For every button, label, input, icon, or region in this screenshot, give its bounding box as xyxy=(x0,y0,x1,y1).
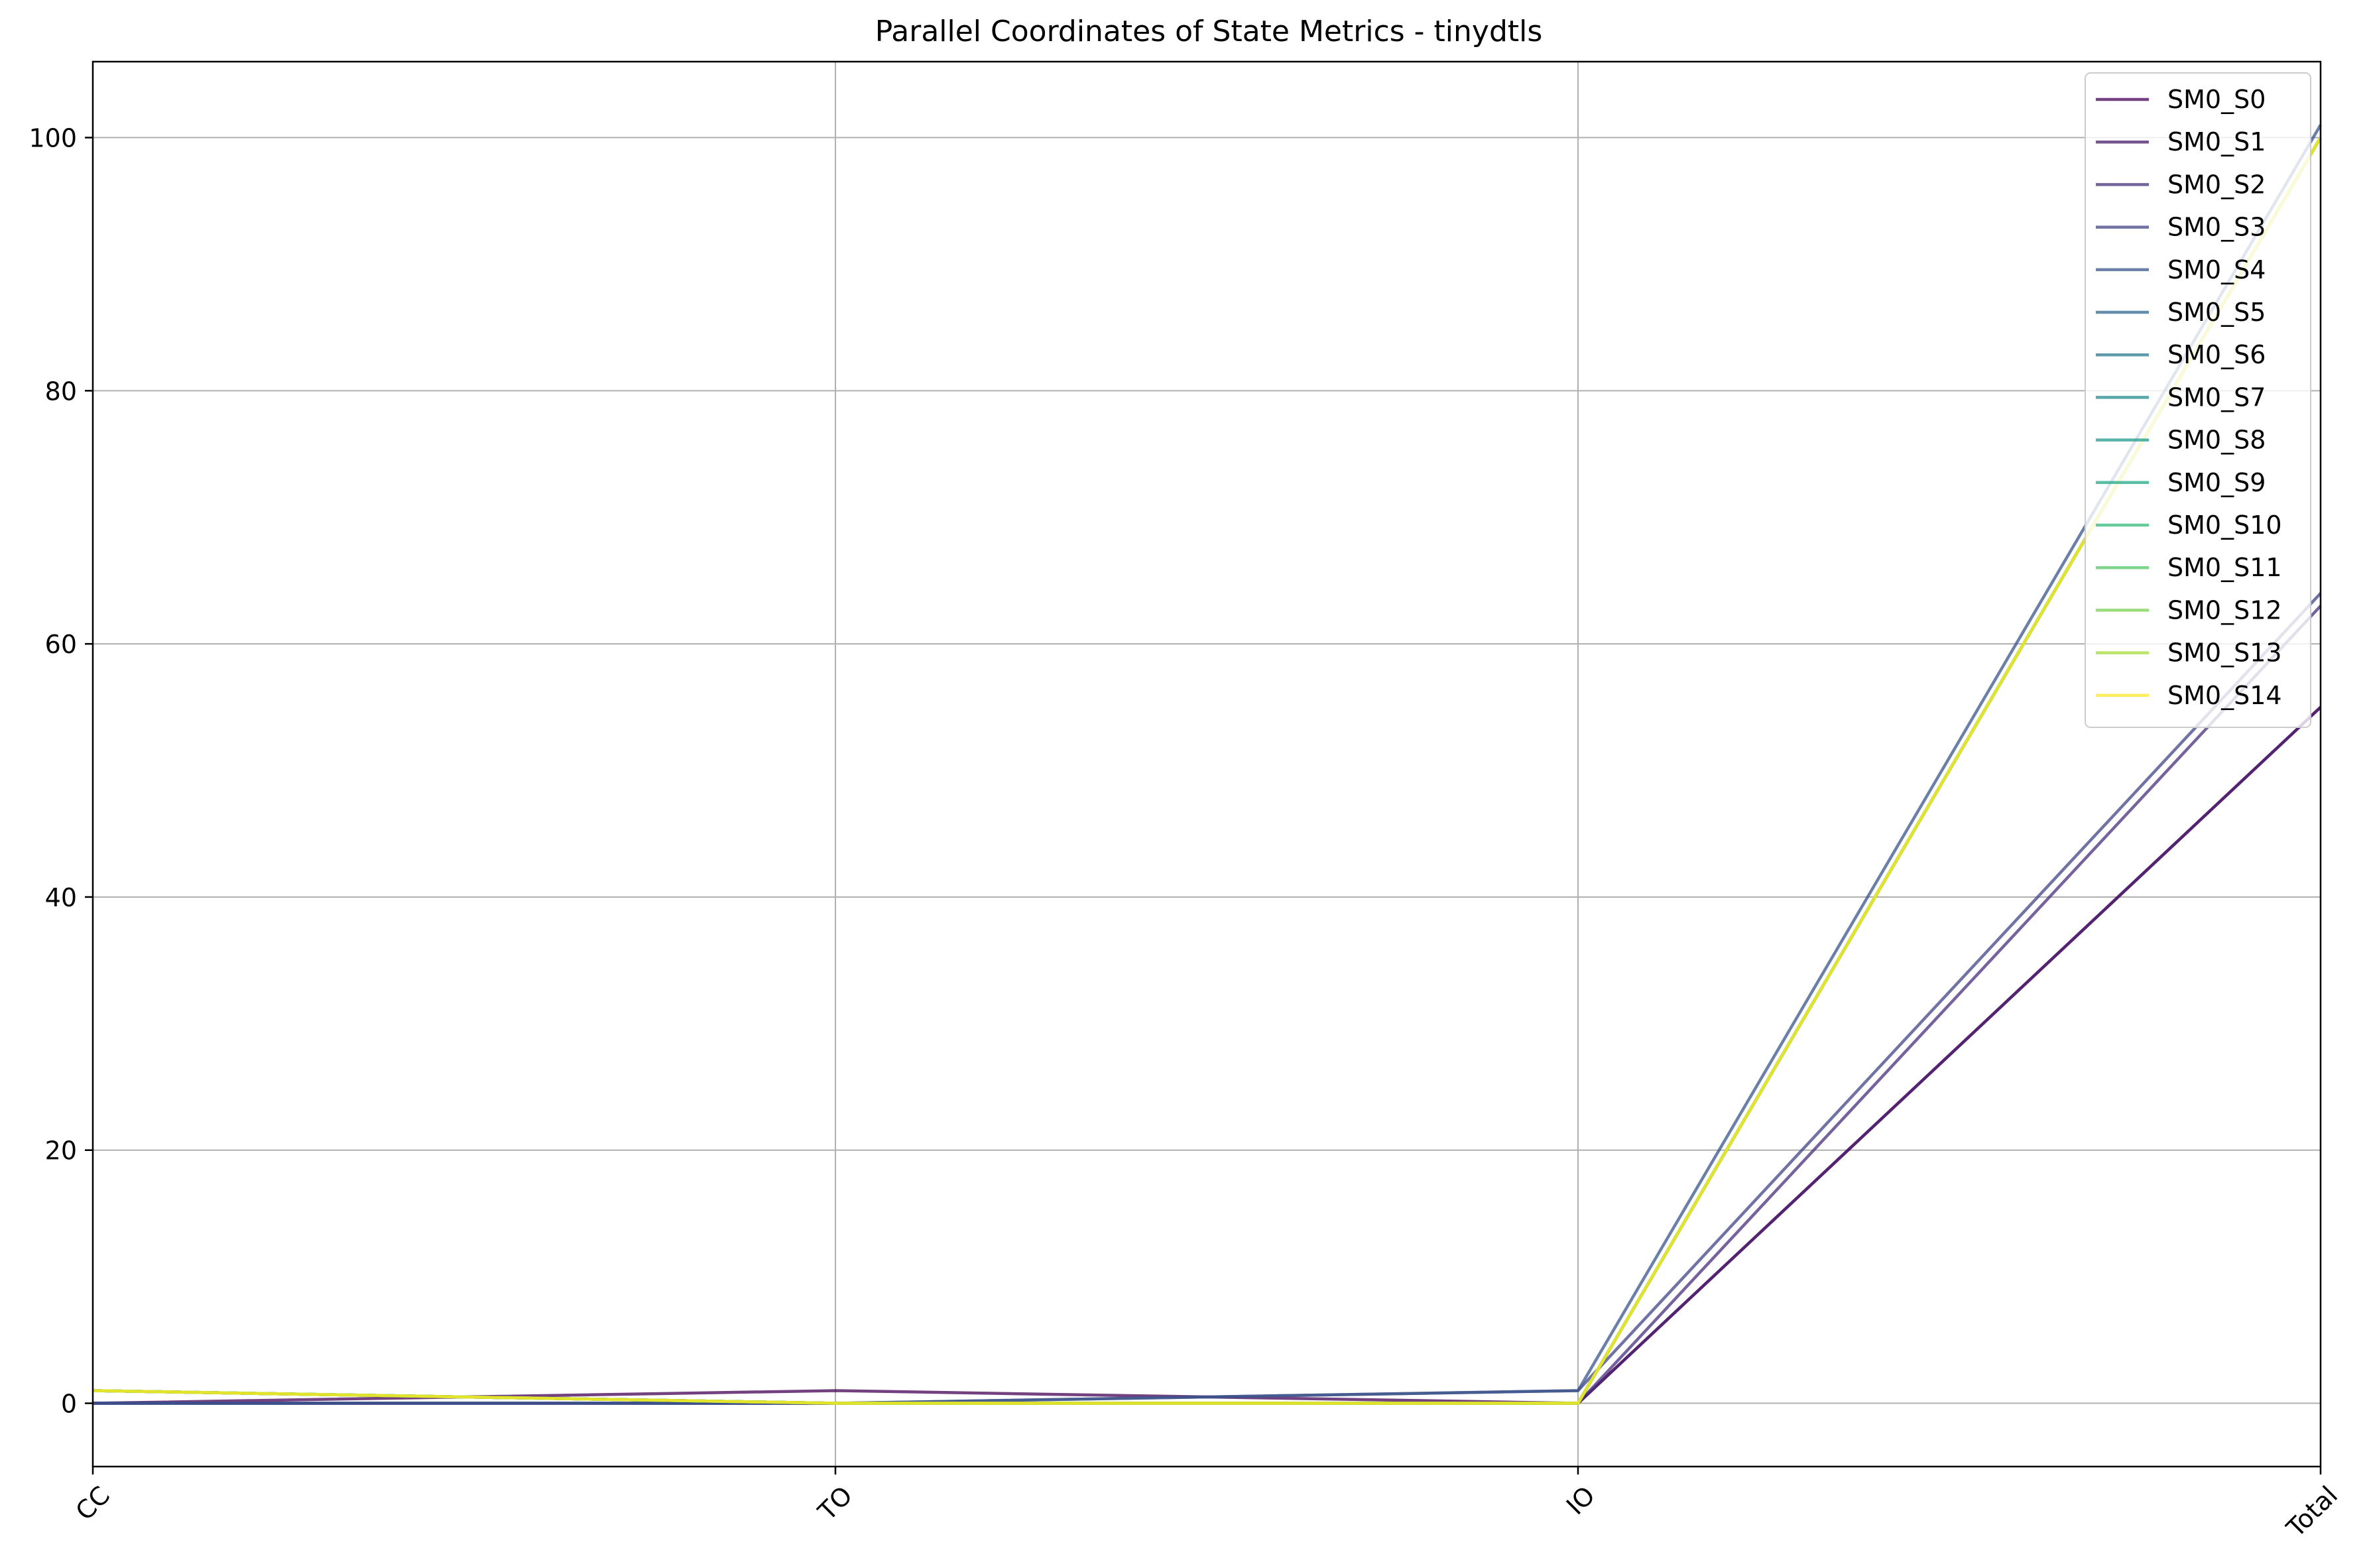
legend-label: SM0_S0 xyxy=(2167,85,2266,114)
legend: SM0_S0 SM0_S1 SM0_S2 SM0_S3 SM0_S4 SM0_S5 SM0_… xyxy=(2085,72,2311,728)
y-tick-label: 60 xyxy=(45,630,77,659)
series-lines xyxy=(92,124,2322,1405)
series-line-sm0_s4 xyxy=(93,124,2322,1405)
legend-label: SM0_S10 xyxy=(2167,511,2282,540)
legend-label: SM0_S5 xyxy=(2167,298,2266,327)
y-axis-ticks: 0 20 40 60 80 100 xyxy=(29,124,93,1419)
y-tick-label: 100 xyxy=(29,124,77,153)
legend-label: SM0_S3 xyxy=(2167,213,2266,242)
legend-label: SM0_S9 xyxy=(2167,468,2266,497)
legend-label: SM0_S14 xyxy=(2167,681,2282,710)
legend-label: SM0_S8 xyxy=(2167,426,2266,455)
legend-label: SM0_S2 xyxy=(2167,170,2266,199)
legend-label: SM0_S1 xyxy=(2167,127,2266,156)
chart-title: Parallel Coordinates of State Metrics - … xyxy=(875,15,1543,48)
legend-label: SM0_S11 xyxy=(2167,553,2282,582)
plot-area-frame xyxy=(91,60,2322,1468)
legend-label: SM0_S7 xyxy=(2167,383,2266,412)
series-line-sm0_s14 xyxy=(92,137,2322,1405)
y-tick-label: 0 xyxy=(61,1390,77,1419)
legend-label: SM0_S4 xyxy=(2167,255,2266,284)
legend-box xyxy=(2085,72,2311,728)
legend-label: SM0_S6 xyxy=(2167,340,2266,369)
y-tick-label: 40 xyxy=(45,883,77,912)
y-tick-label: 20 xyxy=(45,1136,77,1166)
legend-label: SM0_S12 xyxy=(2167,595,2282,625)
y-tick-label: 80 xyxy=(45,377,77,406)
legend-label: SM0_S13 xyxy=(2167,638,2282,668)
